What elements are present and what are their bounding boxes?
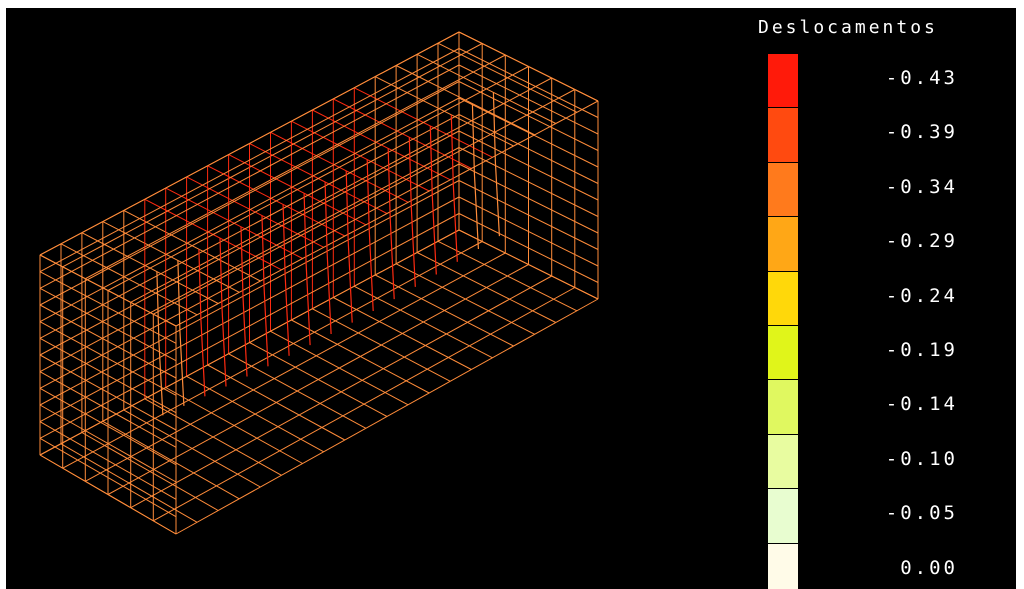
mesh-edge bbox=[458, 64, 599, 135]
mesh-edge bbox=[39, 321, 177, 396]
mesh-edge bbox=[458, 81, 599, 151]
mesh-edge bbox=[39, 196, 460, 423]
legend-title: Deslocamentos bbox=[758, 17, 938, 38]
legend-label: -0.29 bbox=[885, 230, 958, 253]
mesh-edge bbox=[39, 271, 177, 344]
legend-swatch bbox=[768, 270, 798, 326]
mesh-edge bbox=[39, 287, 177, 362]
legend-swatch bbox=[768, 53, 798, 109]
mesh-edge bbox=[366, 159, 374, 312]
mesh-edge bbox=[240, 226, 248, 377]
mesh-edge bbox=[62, 43, 483, 268]
mesh-edge bbox=[324, 181, 332, 335]
legend-label: -0.24 bbox=[885, 284, 958, 307]
mesh-edge bbox=[62, 241, 483, 469]
legend-label: -0.39 bbox=[885, 121, 958, 144]
mesh-edge bbox=[107, 264, 529, 495]
legend-swatch bbox=[768, 542, 798, 589]
mesh-edge bbox=[219, 237, 227, 387]
deformed-mesh-wireframe bbox=[39, 31, 599, 535]
mesh-edge bbox=[458, 114, 599, 184]
mesh-edge bbox=[458, 213, 599, 283]
mesh-edge bbox=[39, 421, 177, 500]
mesh-edge bbox=[39, 81, 460, 306]
legend-swatch bbox=[768, 488, 798, 544]
mesh-edge bbox=[175, 100, 599, 327]
mesh-edge bbox=[175, 298, 599, 535]
mesh-edge bbox=[387, 148, 395, 300]
legend-swatch bbox=[768, 216, 798, 272]
mesh-edge bbox=[429, 125, 437, 275]
mesh-edge bbox=[130, 77, 552, 303]
legend-swatch bbox=[768, 161, 798, 218]
mesh-edge bbox=[450, 114, 458, 262]
mesh-edge bbox=[345, 170, 353, 323]
mesh-edge bbox=[39, 304, 177, 379]
legend-swatch bbox=[768, 107, 798, 163]
mesh-edge bbox=[198, 249, 206, 397]
mesh-edge bbox=[39, 387, 177, 466]
legend-swatch bbox=[768, 433, 798, 490]
mesh-edge bbox=[458, 196, 599, 267]
mesh-edge bbox=[153, 287, 576, 522]
mesh-edge bbox=[39, 31, 460, 256]
mesh-edge bbox=[85, 54, 506, 280]
mesh-edge bbox=[39, 48, 460, 273]
mesh-edge bbox=[471, 103, 479, 250]
legend-label: -0.19 bbox=[885, 339, 958, 361]
mesh-edge bbox=[458, 163, 599, 234]
legend-swatch bbox=[768, 325, 798, 381]
legend-label: -0.10 bbox=[885, 447, 958, 470]
mesh-edge bbox=[458, 147, 599, 217]
mesh-edge bbox=[39, 254, 177, 327]
mesh-edge bbox=[458, 130, 599, 201]
mesh-edge bbox=[153, 89, 576, 315]
legend-label: 0.00 bbox=[900, 556, 958, 579]
mesh-edge bbox=[39, 213, 460, 439]
mesh-edge bbox=[177, 260, 185, 406]
mesh-edge bbox=[39, 64, 460, 289]
mesh-edge bbox=[39, 97, 460, 323]
mesh-edge bbox=[107, 66, 529, 291]
mesh-edge bbox=[261, 215, 269, 367]
mesh-lines bbox=[39, 31, 599, 535]
mesh-edge bbox=[458, 180, 599, 250]
mesh-edge bbox=[39, 437, 177, 518]
mesh-edge bbox=[39, 371, 177, 448]
mesh-edge bbox=[39, 354, 177, 431]
legend-swatch bbox=[768, 379, 798, 435]
mesh-edge bbox=[39, 180, 460, 406]
mesh-edge bbox=[492, 92, 500, 237]
mesh-edge bbox=[130, 275, 552, 509]
mesh-edge bbox=[85, 252, 506, 482]
mesh-edge bbox=[458, 48, 599, 118]
mesh-edge bbox=[303, 193, 311, 346]
mesh-edge bbox=[458, 31, 599, 102]
mesh-edge bbox=[458, 97, 599, 168]
mesh-edge bbox=[39, 337, 177, 414]
mesh-edge bbox=[282, 204, 290, 356]
legend-label: -0.14 bbox=[885, 393, 958, 416]
mesh-edge bbox=[39, 229, 460, 456]
viewport[interactable]: Deslocamentos -0.43 -0.39 -0.34 -0.29 -0.24 -… bbox=[6, 8, 1016, 589]
legend-label: -0.05 bbox=[885, 502, 958, 525]
mesh-edge bbox=[39, 114, 460, 339]
mesh-edge bbox=[156, 271, 164, 416]
legend-label: -0.34 bbox=[885, 175, 958, 198]
mesh-edge bbox=[408, 137, 416, 287]
legend-label: -0.43 bbox=[885, 67, 958, 89]
